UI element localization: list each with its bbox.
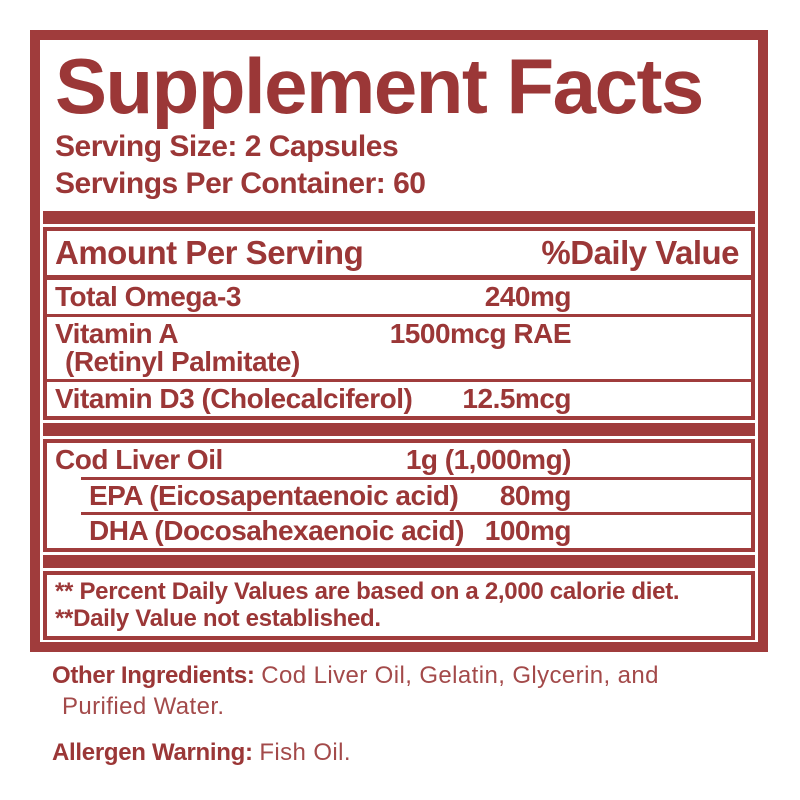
allergen-warning-line: Allergen Warning: Fish Oil. (52, 737, 768, 768)
allergen-warning-value: Fish Oil. (259, 739, 351, 766)
daily-value-header: %Daily Value (541, 234, 739, 271)
amount-per-serving-header: Amount Per Serving (55, 234, 364, 271)
label-title: Supplement Facts (55, 42, 704, 130)
thick-divider-bar (43, 211, 755, 224)
nutrient-name-line1: Vitamin A (55, 318, 179, 349)
label-header-section: Supplement Facts Serving Size: 2 Capsule… (43, 40, 755, 208)
other-ingredients-value-line1: Cod Liver Oil, Gelatin, Glycerin, and (261, 662, 659, 689)
header-divider (47, 275, 751, 280)
nutrient-name-line2: (Retinyl Palmitate) (65, 346, 300, 377)
indented-row-divider (81, 477, 751, 480)
row-divider (47, 314, 751, 317)
row-divider (47, 379, 751, 382)
indented-row-divider (81, 512, 751, 515)
nutrient-amount: 100mg (484, 515, 572, 546)
nutrient-name: Vitamin A (Retinyl Palmitate) (55, 318, 300, 377)
cod-liver-oil-section: Cod Liver Oil 1g (1,000mg) EPA (Eicosape… (43, 439, 755, 552)
thick-divider-bar (43, 555, 755, 568)
other-ingredients-line: Other Ingredients: Cod Liver Oil, Gelati… (52, 660, 768, 722)
thick-divider-bar (43, 423, 755, 436)
nutrient-amount: 12.5mcg (462, 383, 571, 414)
nutrient-name: Cod Liver Oil (55, 444, 223, 475)
below-label-text: Other Ingredients: Cod Liver Oil, Gelati… (52, 660, 768, 768)
nutrient-amount: 1g (1,000mg) (405, 444, 572, 475)
nutrient-name: DHA (Docosahexaenoic acid) (89, 515, 464, 546)
nutrients-section: Amount Per Serving %Daily Value Total Om… (43, 227, 755, 420)
nutrient-row-omega3: Total Omega-3 240mg (47, 280, 751, 314)
nutrient-amount: 1500mcg RAE (389, 318, 572, 349)
other-ingredients-label: Other Ingredients: (52, 662, 255, 689)
nutrient-name: EPA (Eicosapentaenoic acid) (89, 480, 459, 511)
supplement-facts-label: Supplement Facts Serving Size: 2 Capsule… (30, 30, 768, 652)
column-header-row: Amount Per Serving %Daily Value (47, 231, 751, 275)
nutrient-row-dha: DHA (Docosahexaenoic acid) 100mg (47, 515, 751, 548)
nutrient-amount: 80mg (499, 480, 572, 511)
nutrient-row-epa: EPA (Eicosapentaenoic acid) 80mg (47, 480, 751, 512)
allergen-warning-label: Allergen Warning: (52, 739, 253, 766)
nutrient-row-cod-liver-oil: Cod Liver Oil 1g (1,000mg) (47, 443, 751, 477)
nutrient-row-vitamin-a: Vitamin A (Retinyl Palmitate) 1500mcg RA… (47, 317, 751, 379)
nutrient-name: Total Omega-3 (55, 281, 241, 312)
servings-per-container-line: Servings Per Container: 60 (55, 167, 426, 200)
footnote-daily-values: ** Percent Daily Values are based on a 2… (55, 578, 680, 605)
nutrient-row-vitamin-d3: Vitamin D3 (Cholecalciferol) 12.5mcg (47, 382, 751, 416)
nutrient-amount: 240mg (484, 281, 572, 312)
nutrient-name: Vitamin D3 (Cholecalciferol) (55, 383, 413, 414)
other-ingredients-value-line2: Purified Water. (62, 693, 225, 720)
footnotes-section: ** Percent Daily Values are based on a 2… (43, 571, 755, 640)
footnote-not-established: **Daily Value not established. (55, 605, 381, 632)
serving-size-line: Serving Size: 2 Capsules (55, 130, 399, 163)
